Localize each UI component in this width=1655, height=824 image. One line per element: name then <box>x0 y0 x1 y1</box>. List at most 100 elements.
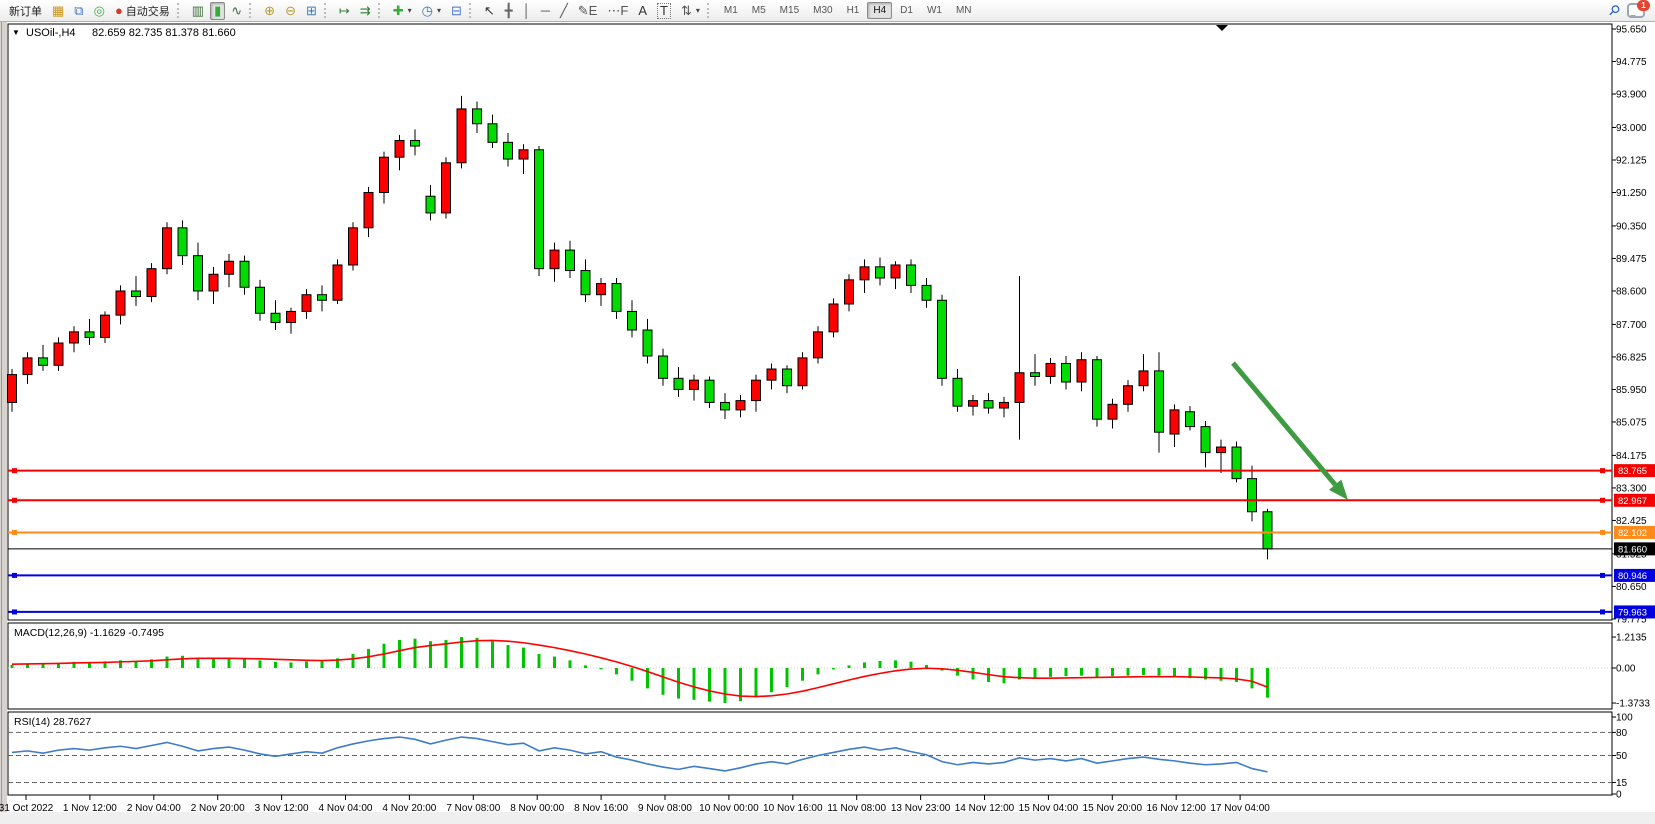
time-axis-label[interactable]: 15 Nov 20:00 <box>1083 803 1143 814</box>
time-axis-label[interactable]: 2 Nov 04:00 <box>127 803 181 814</box>
down-arrow-annotation-head[interactable] <box>1329 479 1348 500</box>
macd-pane[interactable] <box>7 622 1613 710</box>
time-axis-label[interactable]: 13 Nov 23:00 <box>891 803 951 814</box>
add-indicator-icon[interactable]: ✚ ▾ <box>389 2 416 20</box>
candle-body <box>410 139 420 147</box>
time-axis-label[interactable]: 4 Nov 04:00 <box>319 803 373 814</box>
time-axis-label[interactable]: 14 Nov 12:00 <box>955 803 1015 814</box>
support-line-blue-1-handle[interactable] <box>1600 572 1605 578</box>
time-axis-label[interactable]: 1 Nov 12:00 <box>63 803 117 814</box>
tf-d1[interactable]: D1 <box>894 2 919 19</box>
profiles-icon[interactable]: ⧉ <box>70 2 87 20</box>
candle-body <box>1014 372 1025 403</box>
new-order-button[interactable]: 新订单 <box>5 1 46 21</box>
new-chart-icon[interactable]: ▦ <box>48 2 68 20</box>
line-chart-icon: ∿ <box>231 2 243 18</box>
chevron-down-icon[interactable]: ▾ <box>695 6 700 15</box>
tf-m1[interactable]: M1 <box>718 2 744 19</box>
price-pane[interactable] <box>7 23 1613 621</box>
support-line-blue-2-handle[interactable] <box>1600 609 1605 615</box>
time-axis-label[interactable]: 31 Oct 2022 <box>0 803 54 814</box>
tile-windows-icon[interactable]: ⊞ <box>302 2 321 20</box>
zoom-in-icon[interactable]: ⊕ <box>260 2 279 20</box>
window-left-border <box>0 22 7 812</box>
bar-chart-icon[interactable]: ▥ <box>188 2 208 20</box>
candle-body <box>270 312 281 324</box>
price-axis-label: 82.425 <box>1616 516 1647 527</box>
candle-body <box>766 368 777 381</box>
resistance-line-1-price-label <box>1614 464 1655 478</box>
candle-body <box>100 314 110 338</box>
candle-body <box>1185 411 1195 428</box>
tf-m5[interactable]: M5 <box>746 2 772 19</box>
tf-mn[interactable]: MN <box>950 2 978 19</box>
support-line-blue-1-handle[interactable] <box>12 572 17 578</box>
crosshair-icon[interactable]: ╋ <box>501 2 517 20</box>
arrows-tool-icon[interactable]: ⇅ ▾ <box>677 2 704 20</box>
candle-body <box>208 273 219 292</box>
text-label-icon[interactable]: T <box>653 1 675 21</box>
candlestick-icon[interactable]: ▮ <box>210 1 226 20</box>
time-axis-label[interactable]: 2 Nov 20:00 <box>191 803 245 814</box>
resistance-line-2-handle[interactable] <box>12 497 17 503</box>
down-arrow-annotation[interactable] <box>1231 361 1338 487</box>
resistance-line-2-handle[interactable] <box>1600 497 1605 503</box>
chevron-down-icon[interactable]: ▾ <box>407 6 412 15</box>
support-line-orange-handle[interactable] <box>1600 529 1605 535</box>
chart-top-marker-icon <box>1216 25 1228 31</box>
time-axis-label[interactable]: 11 Nov 08:00 <box>827 803 886 814</box>
time-axis-label[interactable]: 16 Nov 12:00 <box>1146 803 1206 814</box>
support-line-blue-1-price-label <box>1614 568 1655 582</box>
time-axis-label[interactable]: 8 Nov 16:00 <box>574 803 628 814</box>
tf-w1[interactable]: W1 <box>921 2 948 19</box>
period-icon: ◷ <box>421 2 433 18</box>
auto-scroll-icon[interactable]: ↦ <box>335 2 354 20</box>
tf-h1[interactable]: H1 <box>841 2 866 19</box>
tf-h4[interactable]: H4 <box>867 2 893 19</box>
toolbar-separator <box>377 3 384 18</box>
time-axis-label[interactable]: 3 Nov 12:00 <box>255 803 309 814</box>
chart-shift-icon[interactable]: ⇉ <box>356 2 375 20</box>
tf-m15[interactable]: M15 <box>774 2 805 19</box>
channel-icon[interactable]: ✎E <box>574 2 602 20</box>
chart-canvas[interactable]: 95.650 94.775 93.900 93.000 92.125 91.250 90.3… <box>0 22 1655 824</box>
resistance-line-1-handle[interactable] <box>1600 468 1605 474</box>
time-axis-label[interactable]: 4 Nov 20:00 <box>382 803 436 814</box>
zoom-out-icon[interactable]: ⊖ <box>281 2 300 20</box>
time-axis-label[interactable]: 15 Nov 04:00 <box>1019 803 1079 814</box>
candle-body <box>441 162 451 214</box>
candle-body <box>704 379 715 403</box>
time-axis-label[interactable]: 10 Nov 16:00 <box>763 803 823 814</box>
tf-m30[interactable]: M30 <box>807 2 838 19</box>
data-window-icon[interactable]: ◎ <box>90 2 109 20</box>
search-icon[interactable]: ⚲ <box>1604 0 1624 20</box>
time-axis-label[interactable]: 7 Nov 08:00 <box>446 803 500 814</box>
time-axis-label[interactable]: 9 Nov 08:00 <box>638 803 692 814</box>
period-icon[interactable]: ◷ ▾ <box>418 2 445 20</box>
template-icon[interactable]: ⊟ <box>447 2 466 20</box>
candle-body <box>255 286 265 314</box>
vertical-line-icon[interactable]: │ <box>519 2 535 20</box>
rsi-axis-label: 50 <box>1616 751 1628 762</box>
trendline-icon: ╱ <box>559 2 568 18</box>
candle-body <box>580 270 591 296</box>
trendline-icon[interactable]: ╱ <box>556 2 572 20</box>
autotrading-icon[interactable]: ● 自动交易 <box>111 1 174 21</box>
chevron-down-icon[interactable]: ▾ <box>436 6 441 15</box>
candle-body <box>131 290 141 298</box>
line-chart-icon[interactable]: ∿ <box>227 2 246 20</box>
time-axis-label[interactable]: 17 Nov 04:00 <box>1210 803 1270 814</box>
fibonacci-icon[interactable]: ⋯F <box>603 2 632 20</box>
rsi-pane[interactable] <box>7 711 1613 796</box>
text-icon[interactable]: A <box>634 2 651 20</box>
support-line-blue-2-handle[interactable] <box>12 609 17 615</box>
tf-m30-label: M30 <box>813 5 833 16</box>
symbol-dropdown-icon[interactable]: ▼ <box>12 28 20 37</box>
time-axis-label[interactable]: 10 Nov 00:00 <box>699 803 759 814</box>
cursor-icon[interactable]: ↖ <box>480 2 499 20</box>
time-axis-label[interactable]: 8 Nov 00:00 <box>510 803 564 814</box>
notifications-icon[interactable]: 1 <box>1627 0 1650 18</box>
resistance-line-1-handle[interactable] <box>12 468 17 474</box>
horizontal-line-icon[interactable]: ─ <box>537 2 554 20</box>
support-line-orange-handle[interactable] <box>12 529 17 535</box>
